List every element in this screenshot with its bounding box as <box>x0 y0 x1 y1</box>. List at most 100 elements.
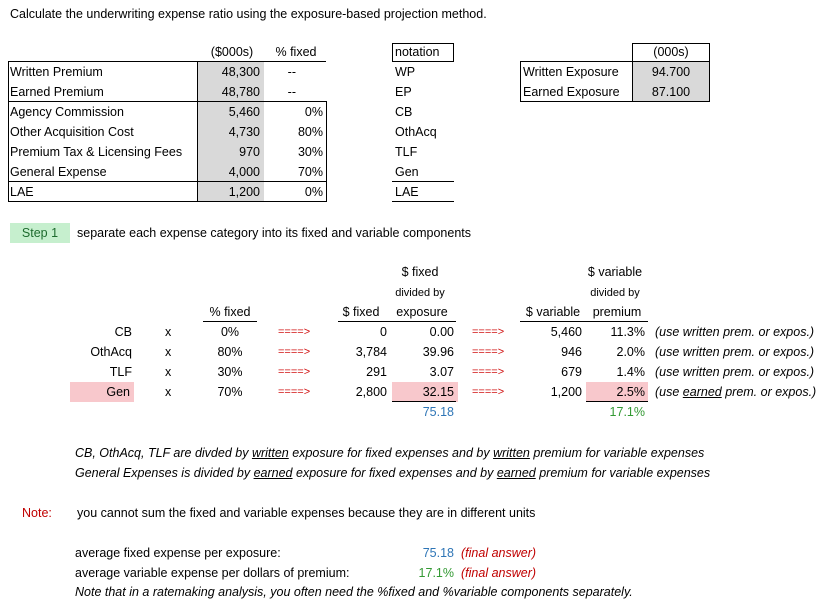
exposure-value: 94.700 <box>651 65 691 79</box>
row-fixed-per: 3.07 <box>429 365 454 379</box>
pct-fixed-col-header: % fixed <box>209 305 251 319</box>
gen-var-highlight <box>586 382 648 402</box>
table1-top-border <box>8 61 326 62</box>
pct-fixed-underline <box>203 321 257 322</box>
row-fixed: 0 <box>380 325 387 339</box>
row-fixed-per: 39.96 <box>422 345 454 359</box>
row-amount: 48,780 <box>221 85 260 99</box>
row-pct: 0% <box>304 105 323 119</box>
row-label: Earned Premium <box>10 85 104 99</box>
arrow: ====> <box>278 386 311 398</box>
row-pct: 0% <box>220 325 240 339</box>
row-amount: 4,000 <box>228 165 260 179</box>
exposure-bottom-border <box>520 101 710 102</box>
row-label: Agency Commission <box>10 105 124 119</box>
row-amount: 1,200 <box>228 185 260 199</box>
notation-top-border <box>392 43 454 44</box>
notation-item: TLF <box>395 145 418 159</box>
total-variable: 17.1% <box>609 405 645 419</box>
table1-mid-border <box>8 101 326 102</box>
notation-header-left <box>392 43 393 61</box>
row-fixed-per: 32.15 <box>422 385 454 399</box>
table1-left-border <box>8 61 9 202</box>
gen-fixed-highlight <box>392 382 458 402</box>
avg-var-tag: (final answer) <box>461 566 537 580</box>
row-fixed: 2,800 <box>355 385 387 399</box>
variable-underline <box>520 321 648 322</box>
notation-item: EP <box>395 85 412 99</box>
row-label: Gen <box>106 385 130 399</box>
multiply-sign: x <box>165 365 172 379</box>
exposure-label: Written Exposure <box>523 65 619 79</box>
var-div-header-mid: divided by <box>590 287 640 299</box>
arrow: ====> <box>278 326 311 338</box>
row-fixed: 3,784 <box>355 345 387 359</box>
exposure-label: Earned Exposure <box>523 85 620 99</box>
pct-fixed-header: % fixed <box>275 45 317 59</box>
notation-item: CB <box>395 105 413 119</box>
exposure-header: (000s) <box>653 45 689 59</box>
table1-right-border <box>326 101 327 202</box>
fixed-col-header: $ fixed <box>342 305 380 319</box>
notation-item: LAE <box>395 185 419 199</box>
row-pct: 80% <box>297 125 323 139</box>
row-var-pct: 11.3% <box>610 325 645 339</box>
row-pct: 30% <box>217 365 243 379</box>
row-label: LAE <box>10 185 34 199</box>
var-sum-line <box>586 401 648 402</box>
row-variable: 946 <box>561 345 582 359</box>
table1-label-divider <box>197 61 198 202</box>
var-div-header-top: $ variable <box>587 265 643 279</box>
row-pct: 80% <box>217 345 243 359</box>
fixed-underline <box>338 321 456 322</box>
row-note: (use earned prem. or expos.) <box>655 385 817 399</box>
multiply-sign: x <box>165 325 172 339</box>
arrow: ====> <box>472 366 505 378</box>
row-var-pct: 1.4% <box>616 365 646 379</box>
page-title: Calculate the underwriting expense ratio… <box>10 7 487 21</box>
row-label: OthAcq <box>90 345 132 359</box>
row-var-pct: 2.5% <box>616 385 646 399</box>
row-amount: 970 <box>239 145 260 159</box>
notation-header-right <box>453 43 454 61</box>
notation-bottom-border <box>392 201 454 202</box>
table1-bottom-border <box>8 201 326 202</box>
exposure-value: 87.100 <box>651 85 691 99</box>
avg-var-label: average variable expense per dollars of … <box>75 566 350 580</box>
row-label: Written Premium <box>10 65 103 79</box>
arrow: ====> <box>472 346 505 358</box>
var-pct-col-header: premium <box>592 305 642 319</box>
avg-fixed-tag: (final answer) <box>461 546 537 560</box>
variable-col-header: $ variable <box>525 305 581 319</box>
row-variable: 1,200 <box>550 385 582 399</box>
exposure-divider <box>632 43 633 102</box>
row-note: (use written prem. or expos.) <box>655 365 815 379</box>
footer-note: Note that in a ratemaking analysis, you … <box>75 585 633 599</box>
exposure-shade <box>633 62 709 102</box>
row-pct: 70% <box>217 385 243 399</box>
note-label: Note: <box>22 506 52 520</box>
notation-lower-border <box>392 181 454 182</box>
gen-label-highlight <box>70 382 134 402</box>
step1-badge: Step 1 <box>10 223 70 243</box>
fixed-sum-line <box>392 401 456 402</box>
row-note: (use written prem. or expos.) <box>655 325 815 339</box>
step1-text: separate each expense category into its … <box>77 226 471 240</box>
fixed-div-header-mid: divided by <box>395 287 445 299</box>
exposure-top-border <box>520 61 710 62</box>
row-label: Other Acquisition Cost <box>10 125 134 139</box>
row-amount: 4,730 <box>228 125 260 139</box>
total-fixed: 75.18 <box>422 405 454 419</box>
table1-lower-border <box>8 181 326 182</box>
exposure-right-border <box>709 43 710 102</box>
note-text: you cannot sum the fixed and variable ex… <box>77 506 536 520</box>
row-variable: 679 <box>561 365 582 379</box>
multiply-sign: x <box>165 385 172 399</box>
row-pct: -- <box>287 85 296 99</box>
multiply-sign: x <box>165 345 172 359</box>
row-label: TLF <box>109 365 132 379</box>
fixed-div-header-top: $ fixed <box>401 265 439 279</box>
row-amount: 48,300 <box>221 65 260 79</box>
arrow: ====> <box>472 326 505 338</box>
notation-item: OthAcq <box>395 125 437 139</box>
